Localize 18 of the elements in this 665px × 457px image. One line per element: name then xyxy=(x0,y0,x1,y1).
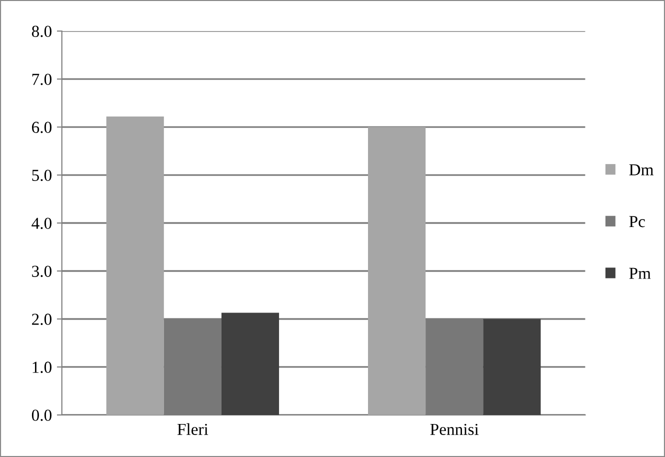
y-tick-label: 5.0 xyxy=(32,170,52,182)
y-tick-label: 3.0 xyxy=(32,266,52,278)
legend-label: Dm xyxy=(629,164,654,176)
bar xyxy=(106,116,164,415)
bar xyxy=(221,312,280,415)
x-tick-label: Fleri xyxy=(177,423,208,436)
legend-label: Pm xyxy=(629,268,651,279)
legend-label: Pc xyxy=(629,216,645,228)
y-tick-label: 8.0 xyxy=(32,26,52,38)
y-tick-label: 2.0 xyxy=(32,314,52,326)
y-tick-label: 1.0 xyxy=(32,362,52,373)
y-tick-label: 6.0 xyxy=(32,122,52,134)
y-tick-label: 4.0 xyxy=(32,218,52,230)
bar xyxy=(368,127,426,415)
x-tick-label: Pennisi xyxy=(430,424,479,436)
y-tick-label: 0.0 xyxy=(32,410,52,421)
bar xyxy=(483,318,541,415)
y-tick-label: 7.0 xyxy=(32,74,52,86)
